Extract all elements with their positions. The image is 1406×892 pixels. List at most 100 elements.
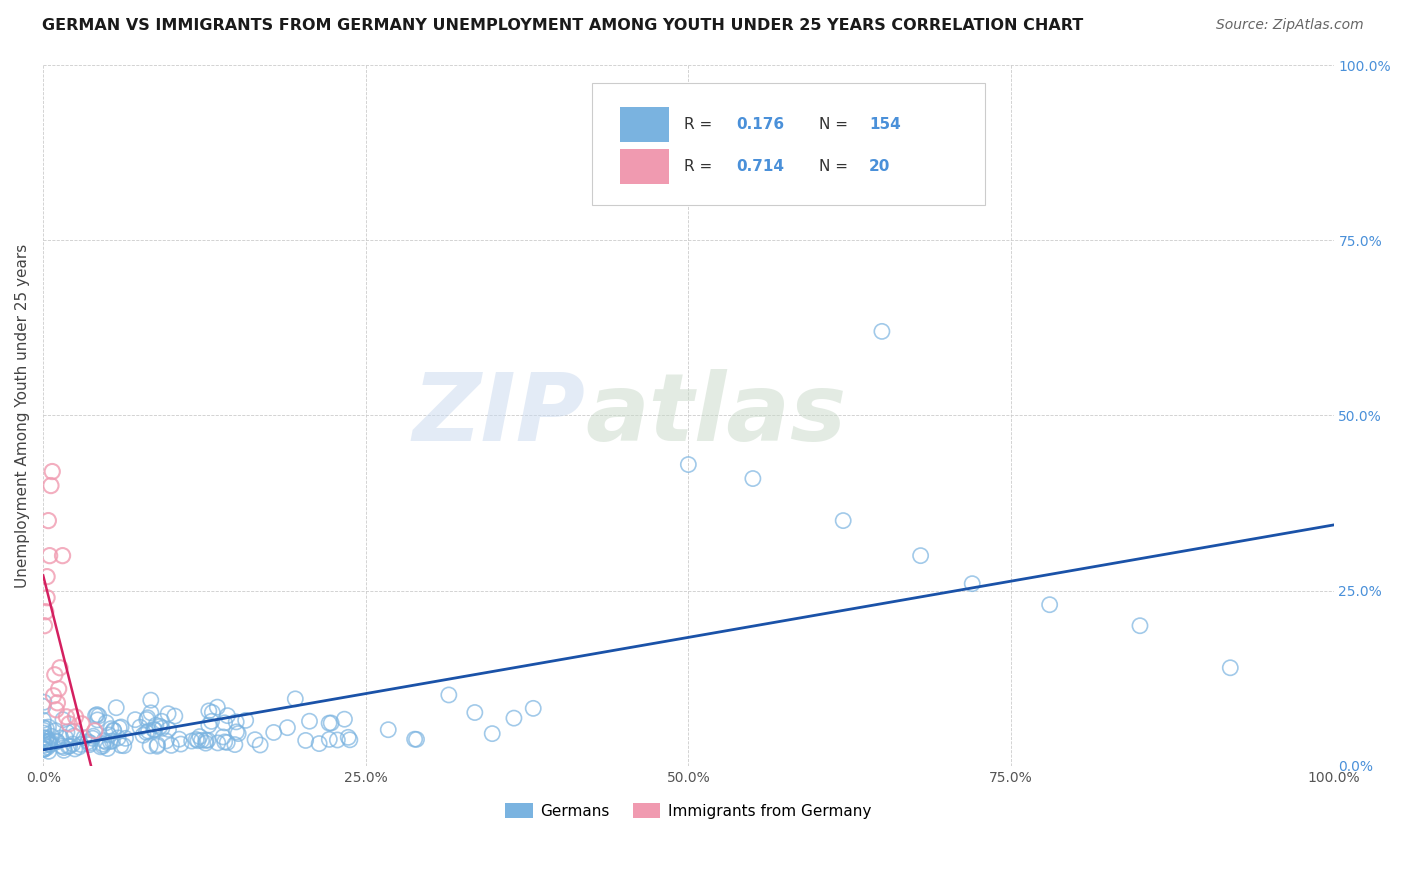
Point xyxy=(326,733,349,747)
Point xyxy=(79,736,101,750)
Point xyxy=(284,691,307,706)
Point xyxy=(35,591,58,605)
Point xyxy=(214,715,236,730)
Point xyxy=(150,721,173,735)
Point xyxy=(180,734,202,748)
Point xyxy=(135,725,157,739)
Point xyxy=(190,733,212,747)
Point xyxy=(114,731,136,746)
Point xyxy=(321,716,343,731)
Bar xyxy=(620,107,669,142)
Point xyxy=(197,733,219,747)
Point xyxy=(46,734,69,748)
Point xyxy=(37,514,59,528)
Point xyxy=(870,325,893,339)
Point xyxy=(65,710,87,724)
Point xyxy=(142,723,165,737)
Point xyxy=(132,728,155,742)
Text: atlas: atlas xyxy=(585,369,846,461)
Point xyxy=(832,514,855,528)
Point xyxy=(73,731,96,745)
Point xyxy=(103,723,125,738)
Point xyxy=(55,710,77,724)
Point xyxy=(333,712,356,726)
Point xyxy=(145,718,167,732)
Point xyxy=(32,741,55,756)
Point xyxy=(37,740,59,755)
Point xyxy=(212,730,235,744)
Point xyxy=(34,742,56,756)
Point xyxy=(82,731,104,746)
Point xyxy=(405,732,427,747)
Point xyxy=(103,723,125,737)
Point xyxy=(217,708,239,723)
Point xyxy=(67,739,90,754)
Point xyxy=(404,732,426,747)
Point xyxy=(207,736,229,750)
Point xyxy=(45,703,67,717)
Point xyxy=(62,724,84,739)
Text: 20: 20 xyxy=(869,159,890,174)
Point xyxy=(38,738,60,752)
Point xyxy=(678,458,700,472)
Point xyxy=(38,744,60,758)
Point xyxy=(35,731,58,746)
Bar xyxy=(620,149,669,185)
Point xyxy=(437,688,460,702)
Point xyxy=(42,689,65,703)
Point xyxy=(1129,618,1152,632)
Point xyxy=(70,716,93,731)
Point xyxy=(243,732,266,747)
Point xyxy=(522,701,544,715)
Point xyxy=(263,725,285,739)
Point xyxy=(58,739,80,754)
Text: 0.176: 0.176 xyxy=(737,117,785,132)
Point xyxy=(138,724,160,739)
Point xyxy=(59,739,82,753)
Text: GERMAN VS IMMIGRANTS FROM GERMANY UNEMPLOYMENT AMONG YOUTH UNDER 25 YEARS CORREL: GERMAN VS IMMIGRANTS FROM GERMANY UNEMPL… xyxy=(42,18,1084,33)
Point xyxy=(960,576,983,591)
Point xyxy=(105,700,128,714)
Point xyxy=(155,734,177,748)
Point xyxy=(214,735,236,749)
Point xyxy=(198,718,221,732)
Point xyxy=(235,714,257,728)
Point xyxy=(86,707,108,722)
Point xyxy=(135,713,157,727)
Point xyxy=(63,742,86,756)
Point xyxy=(83,723,105,738)
Point xyxy=(146,738,169,752)
Point xyxy=(503,711,526,725)
Point xyxy=(58,716,80,731)
Point xyxy=(276,721,298,735)
Point xyxy=(337,731,360,745)
Point xyxy=(481,726,503,740)
Point xyxy=(96,715,118,730)
Point xyxy=(150,714,173,729)
Point xyxy=(187,733,209,747)
Legend: Germans, Immigrants from Germany: Germans, Immigrants from Germany xyxy=(499,797,877,825)
Point xyxy=(108,721,131,735)
Point xyxy=(224,738,246,752)
Point xyxy=(82,729,104,743)
Point xyxy=(34,738,56,752)
Point xyxy=(143,723,166,737)
Point xyxy=(70,738,93,752)
Point xyxy=(198,704,221,718)
Point xyxy=(87,708,110,723)
Point xyxy=(308,737,330,751)
Point xyxy=(38,733,60,747)
Point xyxy=(46,696,69,710)
Point xyxy=(79,738,101,752)
Point xyxy=(146,739,169,754)
Point xyxy=(464,706,486,720)
Point xyxy=(157,723,180,737)
Point xyxy=(49,661,72,675)
Point xyxy=(48,681,70,696)
Point xyxy=(35,605,58,619)
Point xyxy=(139,739,162,753)
Point xyxy=(93,733,115,747)
Point xyxy=(167,732,190,747)
Point xyxy=(90,739,112,754)
Text: Source: ZipAtlas.com: Source: ZipAtlas.com xyxy=(1216,18,1364,32)
